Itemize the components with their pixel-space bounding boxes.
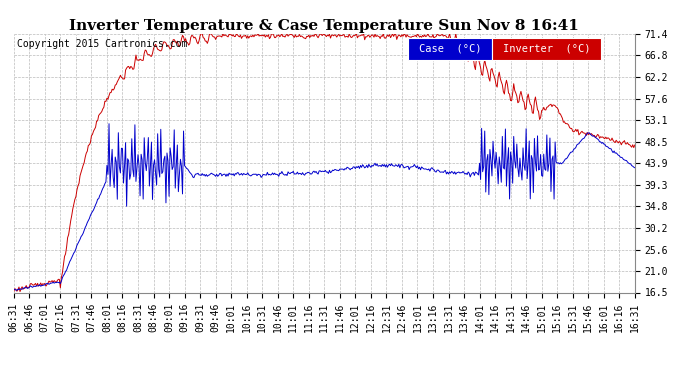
Text: Inverter  (°C): Inverter (°C) <box>502 44 590 54</box>
Text: Copyright 2015 Cartronics.com: Copyright 2015 Cartronics.com <box>17 39 187 49</box>
Bar <box>408 38 492 60</box>
Bar <box>492 38 601 60</box>
Title: Inverter Temperature & Case Temperature Sun Nov 8 16:41: Inverter Temperature & Case Temperature … <box>70 19 579 33</box>
Text: Case  (°C): Case (°C) <box>419 44 482 54</box>
